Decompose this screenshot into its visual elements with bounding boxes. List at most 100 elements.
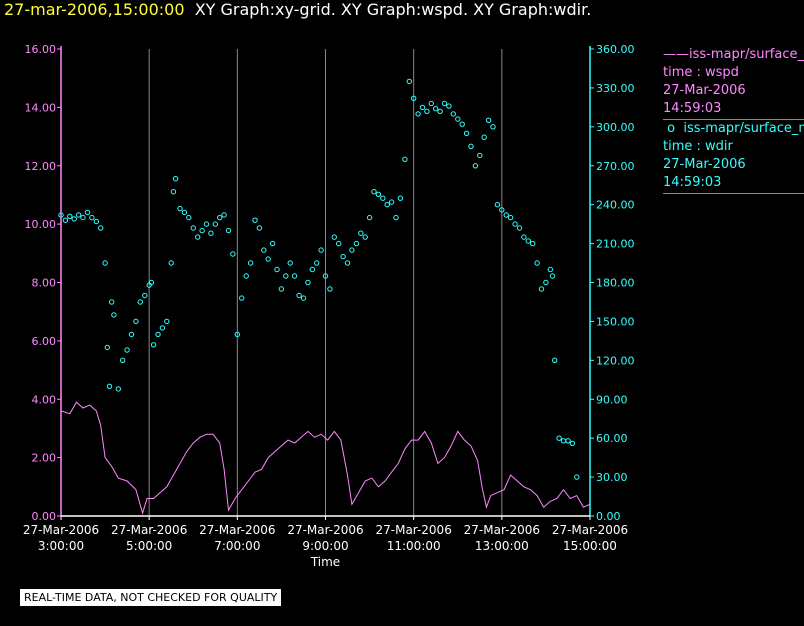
series-wdir-point	[314, 260, 320, 266]
series-wdir-point	[538, 286, 545, 292]
y-tick-label-right: 90.00	[596, 393, 628, 406]
series-wdir-point	[190, 225, 197, 231]
y-tick-label-right: 240.00	[596, 199, 635, 212]
x-tick-label-date: 27-Mar-2006	[23, 523, 99, 537]
series-wdir-point	[177, 205, 183, 212]
series-wdir-point	[115, 386, 122, 392]
series-wdir-point	[534, 260, 540, 266]
series-wdir-point	[556, 435, 562, 441]
series-wdir-point	[265, 256, 271, 262]
series-wdir-point	[221, 212, 227, 218]
legend-entry-wspd: ——iss-mapr/surface_mean time : wspd 27-M…	[663, 46, 804, 118]
series-wdir-point	[287, 260, 293, 266]
series-wdir-point	[560, 438, 567, 444]
y-tick-label-left: 0.00	[32, 510, 57, 523]
series-wdir-point	[247, 260, 254, 266]
series-wdir-point	[397, 195, 404, 201]
legend-marker-line: ——	[663, 47, 689, 62]
series-wdir-point	[256, 225, 263, 231]
series-wdir-point	[239, 295, 245, 301]
series-wdir-point	[512, 221, 518, 227]
series-wdir-point	[433, 106, 439, 112]
series-wdir-point	[148, 279, 155, 286]
series-wdir-point	[243, 273, 249, 279]
series-wdir-point	[80, 214, 86, 221]
series-wdir-point	[300, 295, 307, 301]
series-wdir-point	[459, 121, 465, 127]
y-tick-label-left: 4.00	[32, 393, 57, 406]
series-wdir-point	[234, 331, 241, 338]
x-tick-label-time: 11:00:00	[387, 539, 441, 553]
y-tick-label-left: 8.00	[32, 277, 57, 290]
legend-series-time: 14:59:03	[663, 101, 722, 116]
series-wdir-point	[415, 111, 421, 117]
series-wdir-point	[468, 143, 474, 150]
series-wdir-point	[93, 218, 100, 225]
y-tick-label-left: 16.00	[25, 43, 57, 56]
y-tick-label-right: 150.00	[596, 315, 635, 328]
series-wdir-point	[230, 251, 236, 257]
series-wdir-point	[552, 357, 558, 363]
series-wdir-point	[309, 266, 315, 273]
legend-entry-wdir: o iss-mapr/surface_mean time : wdir 27-M…	[663, 120, 804, 192]
quality-disclaimer: REAL-TIME DATA, NOT CHECKED FOR QUALITY	[20, 589, 282, 606]
series-wdir-point	[366, 214, 373, 221]
series-wdir-point	[565, 438, 571, 444]
series-wdir-point	[516, 225, 523, 231]
series-wdir-point	[393, 214, 399, 221]
series-wdir-point	[490, 124, 496, 130]
y-tick-label-right: 120.00	[596, 354, 635, 367]
series-wdir-point	[172, 176, 179, 182]
series-wdir-point	[203, 221, 210, 227]
series-wdir-point	[543, 279, 549, 286]
legend: ——iss-mapr/surface_mean time : wspd 27-M…	[663, 46, 804, 194]
series-wdir-point	[109, 299, 115, 305]
series-wdir-point	[362, 234, 368, 240]
series-wdir-point	[402, 156, 408, 163]
series-wdir-point	[142, 292, 148, 299]
series-wdir-point	[252, 217, 258, 223]
series-wdir-point	[455, 116, 461, 122]
series-wdir-point	[208, 230, 214, 236]
series-wdir-point	[569, 440, 576, 447]
series-wdir-point	[164, 318, 170, 325]
y-tick-label-right: 210.00	[596, 238, 635, 251]
series-wdir-point	[75, 212, 82, 218]
series-wdir-point	[331, 234, 337, 240]
y-tick-label-left: 2.00	[32, 452, 57, 465]
series-wdir-point	[58, 212, 64, 218]
legend-series-vars: time : wspd	[663, 65, 739, 80]
series-wdir-point	[549, 273, 556, 279]
series-wdir-point	[424, 108, 430, 115]
series-wdir-point	[170, 189, 177, 195]
series-wdir-point	[128, 331, 135, 338]
series-wdir-point	[547, 266, 553, 273]
series-wdir-point	[322, 273, 329, 279]
series-wdir-point	[159, 325, 166, 331]
series-wdir-point	[62, 217, 69, 223]
series-wdir-point	[89, 214, 95, 221]
y-tick-label-right: 0.00	[596, 510, 621, 523]
series-wdir-point	[336, 240, 342, 247]
series-wdir-point	[380, 195, 386, 201]
x-tick-label-time: 5:00:00	[126, 539, 172, 553]
series-wdir-point	[411, 95, 417, 102]
series-wdir-point	[530, 240, 536, 247]
x-tick-label-date: 27-Mar-2006	[199, 523, 275, 537]
legend-series-time: 14:59:03	[663, 175, 722, 190]
series-wdir-point	[388, 199, 395, 205]
series-wdir-point	[168, 260, 174, 266]
legend-divider	[663, 193, 804, 194]
series-wdir-point	[67, 213, 73, 220]
series-wdir-point	[477, 152, 483, 159]
series-wdir-point	[137, 299, 144, 305]
y-tick-label-right: 360.00	[596, 43, 635, 56]
series-wdir-point	[195, 234, 201, 240]
title-datetime: 27-mar-2006,15:00:00	[4, 0, 185, 19]
series-wdir-point	[406, 78, 412, 85]
series-wdir-point	[428, 100, 434, 107]
y-tick-label-right: 180.00	[596, 277, 635, 290]
legend-divider	[663, 119, 804, 120]
series-wdir-point	[305, 279, 311, 286]
